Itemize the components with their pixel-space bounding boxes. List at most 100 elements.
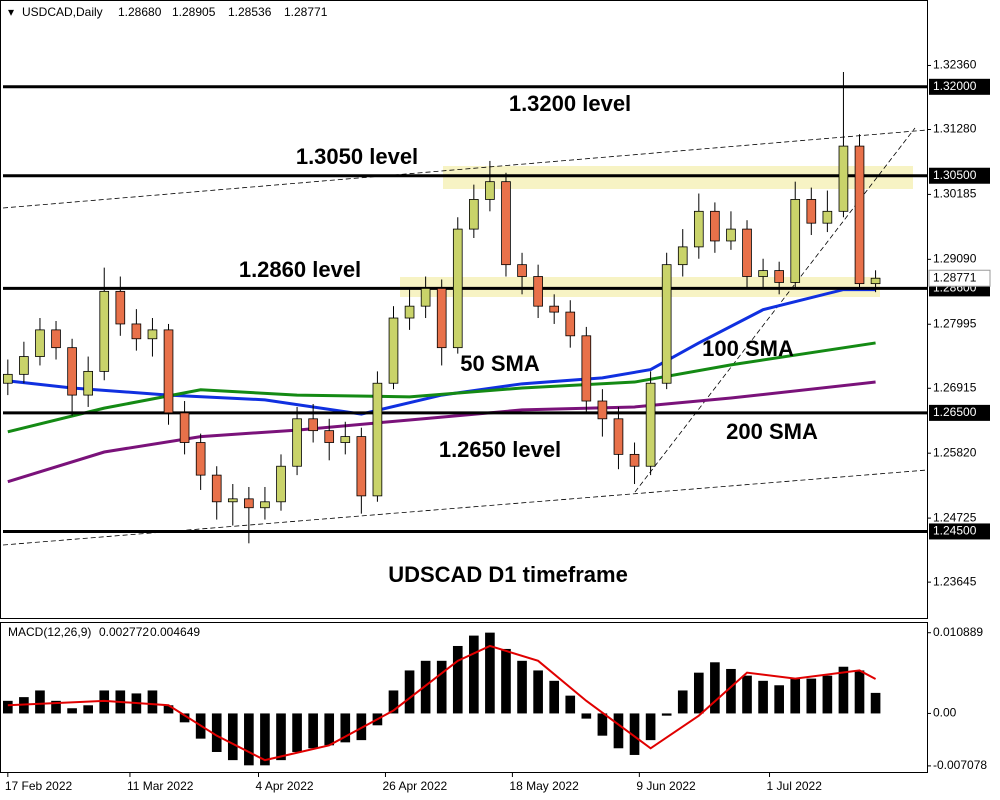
candle-body	[742, 228, 752, 277]
candle-body	[211, 474, 222, 503]
candle-body	[67, 347, 77, 396]
candle-body	[597, 400, 608, 420]
y-tick-label: 1.29090	[933, 252, 977, 266]
level-note: 1.2650 level	[439, 437, 561, 462]
candle-body	[661, 264, 672, 384]
candle-body	[693, 210, 704, 248]
x-tick-label: 1 Jul 2022	[767, 779, 823, 793]
level-tag-label: 1.26500	[933, 405, 977, 419]
candle-body	[677, 246, 688, 266]
signal-line	[7, 644, 877, 762]
candle-body	[340, 436, 351, 443]
candle-body	[163, 329, 174, 414]
candle-body	[854, 145, 865, 285]
sma-label: 200 SMA	[726, 419, 818, 444]
macd-bar	[436, 660, 447, 714]
macd-bar	[244, 713, 254, 766]
candle-body	[356, 436, 367, 497]
macd-bar	[227, 713, 238, 761]
macd-bar	[693, 672, 704, 714]
candle-body	[790, 199, 801, 283]
x-tick-label: 17 Feb 2022	[5, 779, 73, 793]
candle-body	[645, 382, 656, 467]
macd-bar	[3, 700, 13, 714]
candle-body	[549, 305, 560, 313]
macd-bar	[742, 675, 752, 714]
candle-body	[870, 277, 881, 285]
candle-body	[404, 305, 415, 319]
y-tick-label: 0.00	[933, 706, 957, 720]
candle-body	[822, 210, 833, 224]
quote-high: 1.28905	[172, 5, 216, 19]
macd-bar	[822, 675, 833, 714]
sma-label: 100 SMA	[702, 336, 794, 361]
macd-bar	[276, 713, 286, 761]
level-tag	[929, 523, 990, 540]
macd-bar	[517, 660, 527, 714]
macd-bar	[870, 692, 881, 714]
macd-bar	[533, 670, 543, 714]
macd-bar	[211, 713, 222, 752]
candle-body	[147, 329, 158, 340]
macd-bar	[452, 645, 463, 714]
sma-line	[7, 380, 876, 484]
candle-body	[565, 311, 576, 337]
macd-value: 0.002772	[99, 625, 149, 639]
candle-body	[436, 287, 447, 349]
candle-body	[710, 210, 720, 242]
candle-body	[581, 335, 592, 402]
macd-bar	[35, 690, 45, 714]
candle-body	[774, 270, 784, 283]
annotation: UDSCAD D1 timeframe	[388, 562, 628, 587]
level-tag-label: 1.24500	[933, 524, 977, 538]
candle-body	[517, 264, 527, 277]
candle-body	[501, 181, 511, 266]
symbol-label: ▾	[8, 5, 14, 19]
y-tick-label: 1.26915	[933, 380, 977, 394]
x-tick-label: 9 Jun 2022	[636, 779, 696, 793]
macd-panel-frame	[0, 622, 928, 773]
macd-bar	[774, 685, 784, 714]
macd-bar	[710, 662, 720, 714]
macd-bar	[677, 690, 688, 714]
candle-body	[35, 329, 45, 357]
quote-low: 1.28536	[228, 5, 272, 19]
y-tick-label: 1.30185	[933, 187, 977, 201]
macd-bar	[179, 713, 190, 723]
macd-bar	[147, 690, 158, 714]
macd-bar	[854, 670, 865, 714]
candle-body	[131, 323, 142, 340]
macd-bar	[340, 713, 351, 743]
x-tick-label: 4 Apr 2022	[256, 779, 314, 793]
candle-body	[388, 317, 399, 384]
candle-body	[19, 356, 29, 375]
macd-bar	[838, 666, 849, 714]
x-tick-label: 11 Mar 2022	[127, 779, 194, 793]
quote-close: 1.28771	[284, 5, 328, 19]
macd-bar	[501, 648, 511, 714]
candle-body	[51, 329, 61, 349]
candle-body	[324, 430, 335, 443]
sma-line	[7, 341, 876, 434]
y-tick-label: 1.32360	[933, 58, 977, 72]
signal-value: 0.004649	[150, 625, 200, 639]
channel-upper	[2, 129, 928, 209]
candle-body	[806, 199, 817, 224]
y-tick-label: 1.25820	[933, 445, 977, 459]
candle-body	[629, 453, 640, 467]
candle-body	[372, 382, 383, 497]
candle-body	[758, 270, 768, 277]
candle-body	[83, 370, 93, 396]
main-panel-frame	[0, 0, 928, 619]
macd-bar	[629, 713, 640, 755]
candle-body	[244, 498, 254, 509]
macd-bar	[597, 713, 608, 736]
level-tag	[929, 404, 990, 421]
level-tag	[929, 78, 990, 95]
macd-bar	[645, 713, 656, 741]
macd-bar	[388, 690, 399, 714]
macd-bar	[99, 690, 110, 714]
macd-title: MACD(12,26,9)	[8, 625, 91, 639]
candle-body	[469, 199, 479, 230]
